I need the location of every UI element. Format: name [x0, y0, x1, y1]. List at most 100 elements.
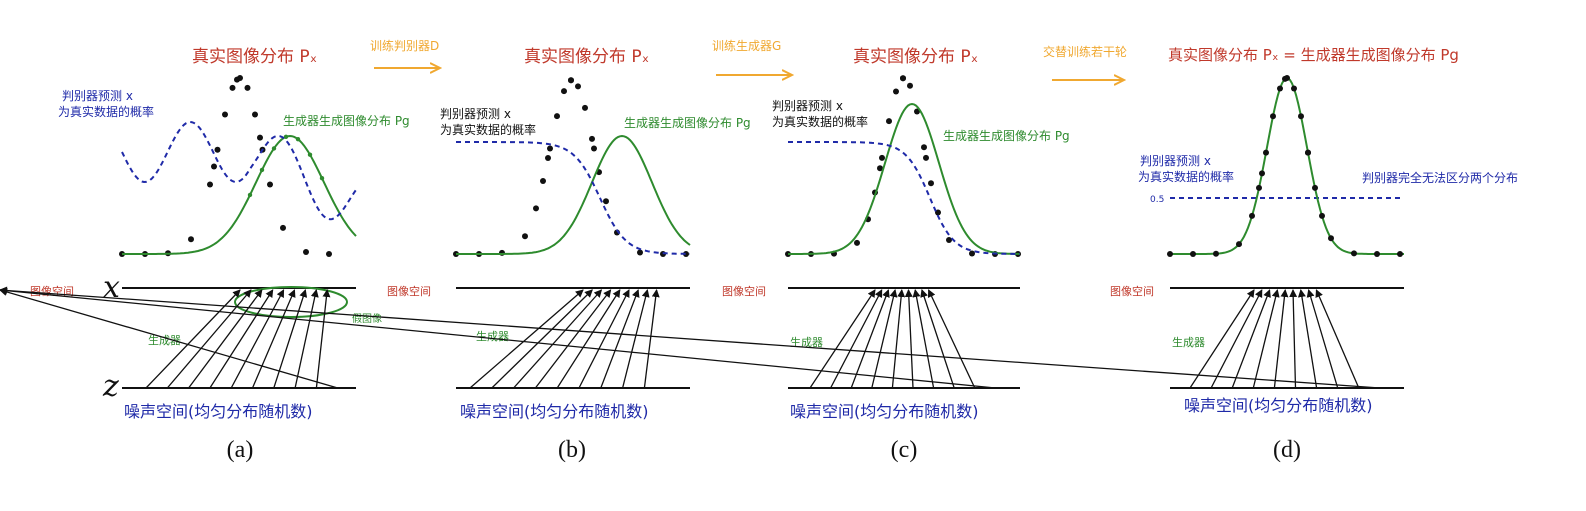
real-data-dot — [237, 75, 243, 81]
image-space-label: 图像空间 — [722, 284, 766, 298]
image-space-label: 图像空间 — [387, 284, 431, 298]
mapping-arrow — [294, 289, 319, 389]
mapping-arrow — [251, 289, 296, 389]
discriminator-label-line1: 判别器预测 x — [62, 89, 133, 103]
noise-space-label: 噪声空间(均匀分布随机数) — [460, 402, 649, 421]
mapping-arrow — [600, 289, 640, 389]
mapping-arrow — [556, 289, 621, 389]
real-data-dot — [923, 154, 929, 161]
real-data-dot — [1270, 113, 1276, 120]
generated-sample-dot — [283, 134, 289, 139]
real-data-dot — [886, 118, 892, 125]
real-distribution-dots — [119, 75, 332, 257]
generated-sample-dot — [319, 176, 325, 181]
real-data-dot — [1312, 184, 1318, 191]
generated-sample-dot — [307, 152, 313, 157]
mapping-arrow — [0, 286, 1380, 389]
real-data-dot — [900, 75, 906, 82]
real-data-dot — [554, 113, 560, 120]
z-axis-letter: z — [102, 369, 119, 404]
real-data-dot — [207, 181, 213, 188]
mapping-arrow — [920, 289, 955, 389]
panel-caption: (c) — [891, 437, 918, 463]
discriminator-label-line2: 为真实数据的概率 — [1138, 169, 1234, 184]
mapping-arrow — [1231, 289, 1271, 389]
real-data-dot — [1351, 250, 1357, 257]
transition-alternate-training: 交替训练若干轮 — [1043, 44, 1127, 80]
real-data-dot — [921, 144, 927, 151]
real-data-dot — [540, 178, 546, 184]
real-distribution-dots — [785, 75, 1021, 257]
mapping-arrow — [315, 289, 331, 389]
generator-mapping-arrows — [0, 288, 338, 389]
mapping-arrow — [850, 289, 890, 389]
real-data-dot — [522, 233, 528, 240]
mapping-arrow — [891, 289, 906, 389]
real-data-dot — [1256, 184, 1262, 191]
mapping-arrow — [621, 289, 650, 389]
discriminator-half-value: 0.5 — [1150, 195, 1164, 205]
real-data-dot — [575, 83, 581, 90]
noise-space-label: 噪声空间(均匀分布随机数) — [790, 402, 979, 421]
image-space-label: 图像空间 — [30, 284, 74, 298]
generator-distribution-label: 生成器生成图像分布 Pg — [283, 114, 410, 128]
generated-sample-dot — [271, 146, 277, 151]
real-data-dot — [547, 145, 553, 152]
real-data-dot — [211, 163, 217, 170]
mapping-arrow — [1273, 289, 1289, 389]
panel-d: 真实图像分布 Pₓ = 生成器生成图像分布 Pg 判别器预测 x 为真实数据的概… — [0, 46, 1518, 463]
transition-label: 训练判别器D — [370, 38, 439, 53]
real-data-dot — [561, 88, 567, 95]
real-distribution-dots — [453, 77, 689, 257]
noise-space-label: 噪声空间(均匀分布随机数) — [1184, 396, 1373, 415]
generated-sample-dot — [247, 192, 253, 198]
generator-distribution-label: 生成器生成图像分布 Pg — [943, 129, 1070, 143]
real-data-dot — [591, 145, 597, 152]
real-data-dot — [244, 84, 251, 91]
generator-distribution-dots — [247, 134, 325, 198]
mapping-arrow — [809, 289, 876, 389]
mapping-arrow — [1252, 289, 1280, 389]
panel-b: 真实图像分布 Pₓ 判别器预测 x 为真实数据的概率 生成器生成图像分布 Pg … — [387, 47, 751, 463]
discriminator-label-line2: 为真实数据的概率 — [58, 104, 154, 119]
discriminator-label-line1: 判别器预测 x — [1140, 154, 1211, 168]
real-data-dot — [1397, 251, 1403, 257]
fake-image-label: 假图像 — [352, 312, 382, 325]
generator-label: 生成器 — [148, 333, 181, 347]
mapping-arrow — [1289, 289, 1298, 389]
discriminator-curve — [456, 141, 690, 255]
real-data-dot — [303, 249, 309, 255]
discriminator-curve — [788, 141, 1020, 255]
generator-label: 生成器 — [476, 329, 509, 343]
real-data-dot — [1263, 149, 1269, 156]
discriminator-label-line1: 判别器预测 x — [772, 99, 843, 113]
real-data-dot — [326, 251, 332, 257]
generator-mapping-arrows — [469, 289, 660, 389]
real-data-dot — [589, 135, 595, 142]
generated-sample-dot — [259, 167, 265, 173]
real-data-dot — [229, 84, 236, 91]
real-data-dot — [1298, 113, 1304, 120]
real-data-dot — [928, 180, 934, 187]
real-data-dot — [214, 146, 221, 153]
generated-sample-dot — [295, 137, 301, 142]
real-data-dot — [257, 134, 263, 141]
real-data-dot — [1167, 251, 1173, 257]
mapping-arrow — [230, 289, 285, 389]
mapping-arrow — [273, 289, 308, 389]
real-data-dot — [946, 237, 952, 243]
mapping-arrow — [830, 289, 883, 389]
generator-label: 生成器 — [790, 335, 823, 349]
real-data-dot — [1284, 75, 1290, 81]
real-data-dot — [877, 165, 883, 172]
mapping-arrow — [1315, 289, 1360, 389]
mapping-arrow — [0, 286, 996, 389]
real-data-dot — [603, 198, 609, 205]
generator-mapping-arrows — [0, 286, 996, 389]
real-data-dot — [893, 88, 899, 95]
mapping-arrow — [188, 289, 263, 389]
mapping-arrow — [578, 289, 630, 389]
transition-label: 交替训练若干轮 — [1043, 44, 1127, 59]
real-data-dot — [1190, 251, 1196, 257]
